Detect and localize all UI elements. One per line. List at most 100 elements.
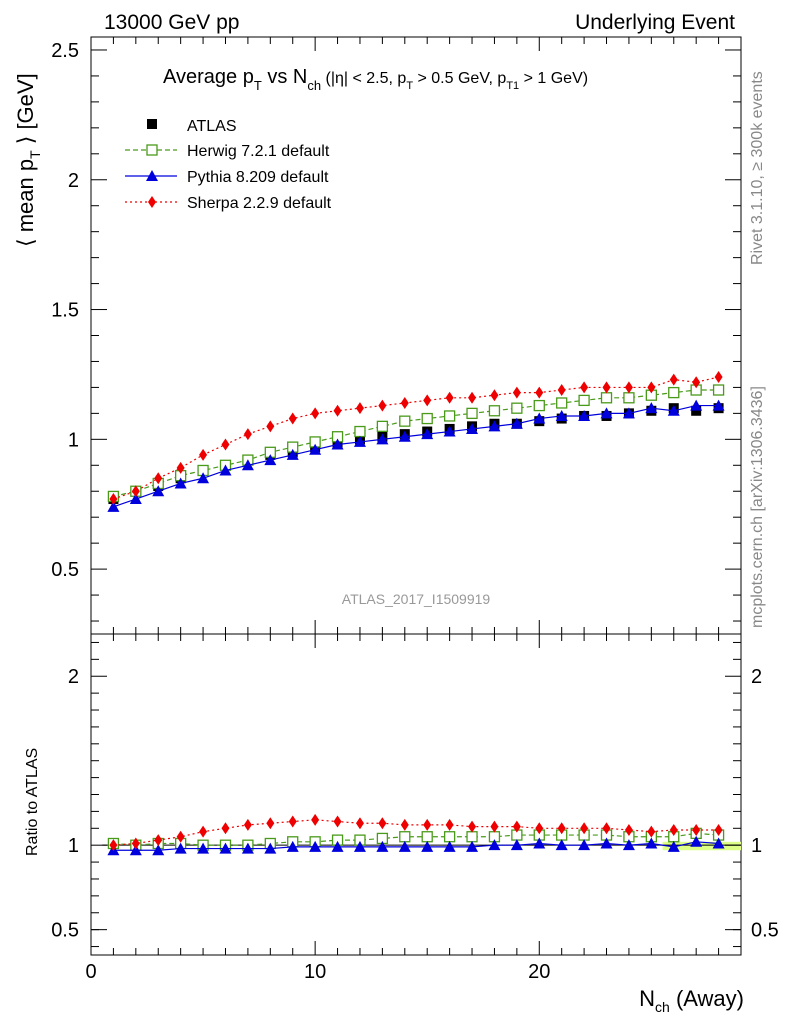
point-main-herwig — [511, 402, 523, 414]
point-main-pythia — [443, 425, 456, 437]
point-main-pythia — [510, 417, 523, 429]
series-pythia — [107, 399, 725, 856]
point-ratio-pythia — [129, 844, 142, 856]
point-main-pythia — [286, 448, 299, 460]
title-main-sub: T — [254, 78, 262, 93]
title-cuts-b: > 0.5 GeV, p — [413, 70, 506, 87]
point-ratio-sherpa — [311, 813, 320, 826]
point-main-herwig — [623, 392, 635, 404]
point-main-pythia — [219, 464, 232, 476]
point-ratio-pythia — [353, 840, 366, 852]
point-main-sherpa — [333, 404, 342, 417]
point-ratio-sherpa — [669, 823, 678, 836]
point-main-herwig — [556, 397, 568, 409]
point-main-pythia — [600, 407, 613, 419]
main-y-tick-label: 1 — [68, 429, 79, 451]
point-main-sherpa — [557, 384, 566, 397]
point-ratio-pythia — [533, 837, 546, 849]
point-main-herwig — [354, 425, 366, 438]
point-ratio-sherpa — [288, 815, 297, 828]
point-ratio-pythia — [264, 842, 277, 854]
plot-title: Average pT vs Nch (|η| < 2.5, pT > 0.5 G… — [163, 66, 588, 93]
point-ratio-sherpa — [624, 823, 633, 836]
point-main-sherpa — [154, 472, 163, 485]
point-main-pythia — [466, 422, 479, 434]
point-main-sherpa — [602, 381, 611, 394]
point-main-pythia — [241, 459, 254, 471]
point-main-sherpa — [378, 399, 387, 412]
point-main-herwig — [466, 407, 478, 420]
point-ratio-pythia — [466, 840, 479, 852]
point-main-atlas — [691, 405, 702, 416]
point-main-sherpa — [714, 371, 723, 384]
point-main-sherpa — [669, 373, 678, 386]
point-ratio-pythia — [555, 839, 568, 851]
axis-ticks — [90, 37, 742, 955]
title-main: Average p — [163, 66, 254, 88]
point-ratio-sherpa — [221, 822, 230, 835]
x-tick-label: 20 — [528, 961, 550, 983]
main-y-axis-label: ⟨ mean pT ⟩ [GeV] — [13, 73, 43, 247]
point-main-sherpa — [580, 381, 589, 394]
point-main-sherpa — [221, 438, 230, 451]
point-ratio-herwig — [399, 831, 411, 843]
point-ratio-sherpa — [378, 817, 387, 830]
point-ratio-sherpa — [199, 825, 208, 838]
point-ratio-pythia — [309, 840, 322, 852]
line-ratio-herwig — [113, 832, 719, 846]
point-ratio-herwig — [466, 831, 478, 843]
mcplots-label: mcplots.cern.ch [arXiv:1306.3436] — [749, 386, 766, 628]
point-ratio-pythia — [331, 840, 344, 852]
legend-label-pythia: Pythia 8.209 default — [187, 169, 329, 186]
main-y-tick-label: 2.5 — [51, 40, 79, 62]
point-main-sherpa — [692, 376, 701, 389]
point-ratio-sherpa — [692, 823, 701, 836]
point-main-sherpa — [512, 386, 521, 399]
point-ratio-sherpa — [243, 818, 252, 831]
point-main-pythia — [667, 404, 680, 416]
point-main-sherpa — [490, 389, 499, 402]
point-main-herwig — [421, 412, 433, 425]
point-main-herwig — [488, 405, 501, 417]
point-ratio-sherpa — [602, 822, 611, 835]
point-ratio-sherpa — [535, 822, 544, 835]
point-ratio-sherpa — [557, 822, 566, 835]
line-main-sherpa — [113, 376, 719, 500]
point-main-pythia — [690, 399, 703, 411]
title-vs-sub: ch — [307, 78, 321, 93]
point-ratio-pythia — [197, 842, 210, 854]
x-tick-label: 0 — [85, 961, 96, 983]
ratio-band — [662, 841, 741, 851]
point-ratio-pythia — [286, 840, 299, 852]
point-main-sherpa — [400, 396, 409, 409]
point-main-sherpa — [423, 394, 432, 407]
title-cuts-b-sub: T1 — [506, 80, 519, 92]
point-main-sherpa — [243, 428, 252, 441]
point-ratio-sherpa — [154, 834, 163, 847]
ratio-y-tick-label: 2 — [68, 666, 79, 688]
point-ratio-sherpa — [176, 830, 185, 843]
point-ratio-pythia — [152, 844, 165, 856]
point-main-sherpa — [131, 485, 140, 498]
point-ratio-pythia — [219, 842, 232, 854]
point-ratio-herwig — [421, 831, 433, 843]
tick-labels: 0 10 20 0.5 1 1.5 2 2.5 0.5 0.5 1 1 2 2 — [51, 40, 779, 983]
point-ratio-pythia — [645, 837, 658, 849]
point-ratio-pythia — [241, 842, 254, 854]
x-axis-label: Nch (Away) — [639, 986, 744, 1015]
point-ratio-pythia — [667, 840, 680, 852]
point-main-pythia — [622, 407, 635, 419]
point-main-pythia — [398, 430, 411, 442]
line-main-herwig — [113, 389, 719, 498]
point-ratio-pythia — [174, 842, 187, 854]
point-ratio-sherpa — [400, 818, 409, 831]
title-cuts-c: > 1 GeV) — [519, 70, 588, 87]
point-main-sherpa — [176, 461, 185, 474]
point-main-pythia — [353, 435, 366, 447]
point-ratio-pythia — [510, 839, 523, 851]
point-main-herwig — [578, 394, 590, 407]
point-ratio-sherpa — [131, 837, 140, 850]
point-main-herwig — [712, 384, 725, 396]
legend-marker-atlas — [147, 119, 157, 129]
point-main-herwig — [533, 399, 545, 412]
